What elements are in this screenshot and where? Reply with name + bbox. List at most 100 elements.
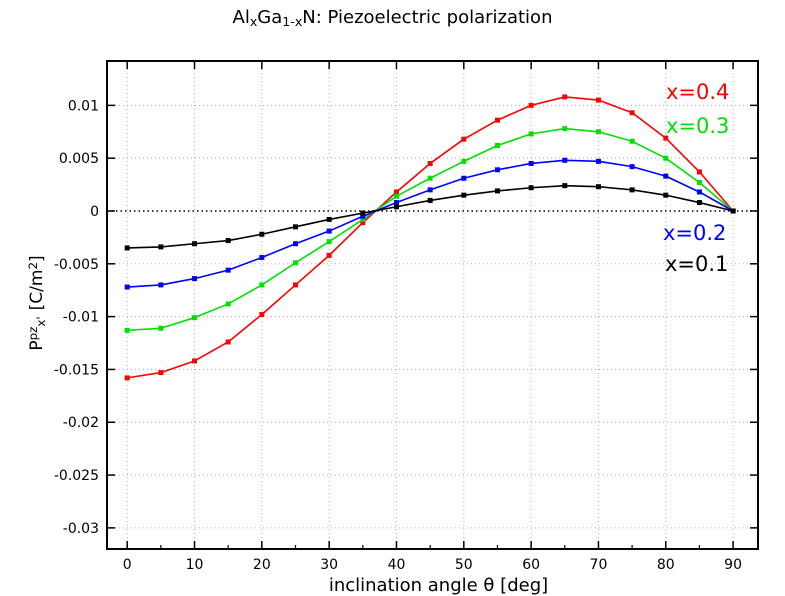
data-point-x=0.3 (595, 129, 601, 135)
series-line-x=0.3 (127, 127, 734, 332)
data-point-x=0.1 (629, 187, 635, 193)
legend-label-x04: x=0.4 (666, 80, 729, 104)
data-point-x=0.2 (696, 189, 702, 195)
x-axis-label: inclination angle θ [deg] (46, 575, 785, 596)
data-point-x=0.1 (663, 192, 669, 198)
legend-label-x01: x=0.1 (665, 252, 728, 276)
chart-title: AlxGa1-xN: Piezoelectric polarization (0, 7, 785, 29)
data-point-x=0.2 (494, 167, 500, 173)
data-point-x=0.3 (528, 131, 534, 137)
data-point-x=0.3 (393, 193, 399, 199)
y-tick-label: -0.005 (54, 257, 99, 273)
data-point-x=0.4 (360, 220, 366, 226)
title-text: N: Piezoelectric polarization (302, 7, 553, 28)
data-point-x=0.1 (494, 188, 500, 194)
title-subscript-x: x (249, 14, 258, 30)
x-axis-label-text: inclination angle θ [deg] (328, 575, 549, 596)
data-point-x=0.1 (393, 204, 399, 210)
data-point-x=0.1 (225, 238, 231, 244)
data-point-x=0.2 (360, 213, 366, 219)
plot-frame (106, 60, 759, 550)
y-tick-label: -0.01 (63, 310, 99, 326)
data-point-x=0.1 (595, 184, 601, 190)
data-point-x=0.1 (293, 224, 299, 230)
data-point-x=0.1 (124, 245, 130, 251)
y-tick-label: -0.015 (54, 362, 99, 378)
data-point-x=0.1 (730, 208, 736, 214)
data-point-x=0.2 (293, 241, 299, 247)
title-element-al: Al (232, 7, 250, 28)
data-point-x=0.2 (427, 187, 433, 193)
data-point-x=0.2 (326, 228, 332, 234)
x-tick-label: 10 (186, 557, 204, 573)
data-point-x=0.3 (629, 138, 635, 144)
data-point-x=0.1 (158, 244, 164, 250)
data-point-x=0.1 (259, 231, 265, 237)
data-point-x=0.4 (225, 339, 231, 345)
x-tick-label: 60 (522, 557, 540, 573)
data-point-x=0.2 (192, 276, 198, 282)
data-point-x=0.2 (158, 282, 164, 288)
data-point-x=0.2 (461, 175, 467, 181)
data-point-x=0.4 (293, 282, 299, 288)
data-point-x=0.4 (696, 169, 702, 175)
data-point-x=0.4 (427, 160, 433, 166)
data-point-x=0.4 (562, 94, 568, 100)
y-tick-label: 0.005 (59, 151, 99, 167)
x-tick-label: 40 (388, 557, 406, 573)
data-point-x=0.4 (595, 97, 601, 103)
x-tick-label: 0 (123, 557, 132, 573)
data-point-x=0.3 (293, 260, 299, 266)
data-point-x=0.1 (326, 216, 332, 222)
title-subscript-1-x: 1-x (282, 14, 303, 30)
y-tick-label: -0.025 (54, 468, 99, 484)
data-point-x=0.3 (158, 325, 164, 331)
data-point-x=0.4 (461, 136, 467, 142)
series-line-x=0.1 (127, 184, 734, 249)
data-point-x=0.4 (528, 102, 534, 108)
data-point-x=0.2 (562, 157, 568, 163)
y-tick-label: -0.02 (63, 415, 99, 431)
legend-label-x03: x=0.3 (666, 114, 729, 138)
data-point-x=0.3 (562, 126, 568, 132)
data-point-x=0.1 (427, 197, 433, 203)
data-point-x=0.4 (192, 358, 198, 364)
data-point-x=0.2 (393, 200, 399, 206)
data-point-x=0.3 (427, 175, 433, 181)
data-point-x=0.3 (225, 301, 231, 307)
data-point-x=0.4 (494, 117, 500, 123)
data-point-x=0.1 (696, 200, 702, 206)
data-point-x=0.1 (192, 241, 198, 247)
data-point-x=0.3 (259, 282, 265, 288)
data-point-x=0.4 (259, 312, 265, 318)
series-line-x=0.4 (127, 96, 734, 379)
data-point-x=0.2 (629, 164, 635, 170)
data-point-x=0.2 (259, 254, 265, 260)
y-tick-label: 0 (90, 204, 99, 220)
data-point-x=0.2 (595, 158, 601, 164)
data-point-x=0.2 (528, 160, 534, 166)
legend-label-x02: x=0.2 (663, 221, 726, 245)
data-point-x=0.1 (528, 185, 534, 191)
x-tick-label: 80 (657, 557, 675, 573)
y-tick-label: 0.01 (68, 98, 99, 114)
data-point-x=0.3 (461, 158, 467, 164)
data-point-x=0.4 (158, 370, 164, 376)
data-point-x=0.3 (696, 179, 702, 185)
data-point-x=0.3 (192, 315, 198, 321)
data-point-x=0.2 (124, 284, 130, 290)
data-point-x=0.4 (663, 135, 669, 141)
data-point-x=0.2 (225, 267, 231, 273)
data-point-x=0.4 (629, 110, 635, 116)
x-tick-label: 50 (455, 557, 473, 573)
data-point-x=0.3 (663, 155, 669, 161)
x-tick-label: 30 (320, 557, 338, 573)
data-point-x=0.1 (461, 192, 467, 198)
x-tick-label: 70 (590, 557, 608, 573)
x-tick-label: 90 (724, 557, 742, 573)
data-point-x=0.3 (124, 327, 130, 333)
data-point-x=0.3 (360, 216, 366, 222)
data-point-x=0.1 (360, 210, 366, 216)
